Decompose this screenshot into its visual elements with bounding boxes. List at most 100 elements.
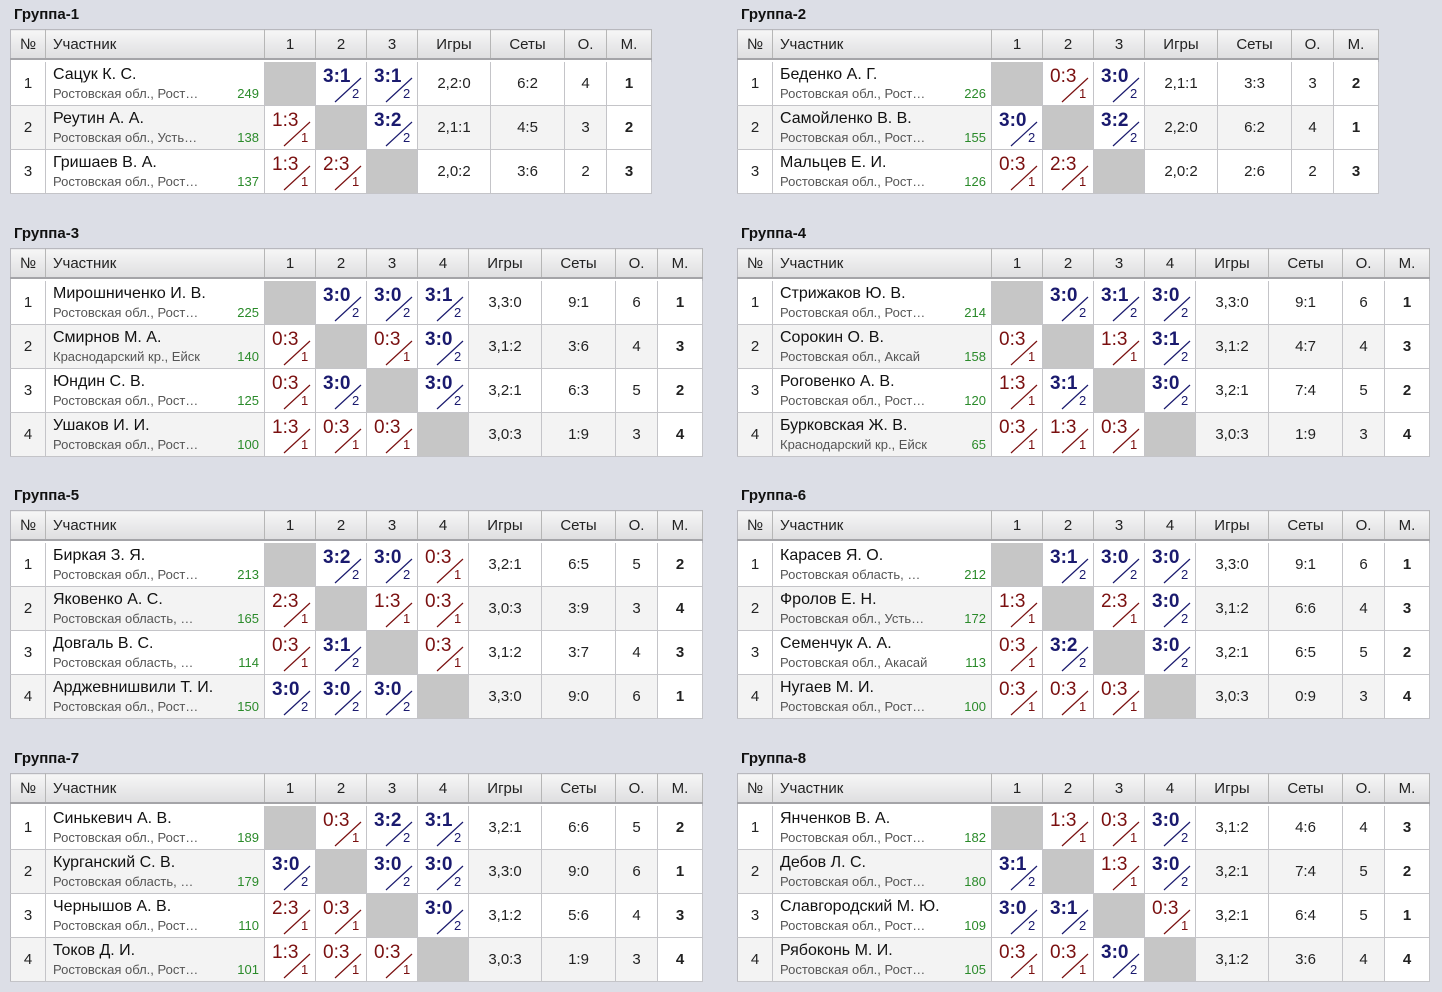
player-cell[interactable]: Нугаев М. И. Ростовская обл., Рост… 100 (772, 674, 992, 719)
header-games[interactable]: Игры (468, 773, 542, 804)
player-row[interactable]: 4 Рябоконь М. И. Ростовская обл., Рост… 105… (737, 937, 1430, 982)
match-result[interactable]: 0:3 1 (366, 324, 418, 369)
match-result[interactable]: 0:3 1 (1042, 62, 1094, 106)
player-cell[interactable]: Беденко А. Г. Ростовская обл., Рост… 226 (772, 62, 992, 106)
match-result[interactable]: 0:3 1 (991, 412, 1043, 457)
player-cell[interactable]: Славгородский М. Ю. Ростовская обл., Рост… (772, 893, 992, 938)
match-result[interactable]: 3:0 2 (1144, 586, 1196, 631)
header-games[interactable]: Игры (1195, 773, 1269, 804)
header-opponent-3[interactable]: 3 (366, 510, 418, 541)
header-opponent-2[interactable]: 2 (1042, 29, 1094, 60)
header-sets[interactable]: Сеты (1217, 29, 1292, 60)
match-result[interactable]: 3:0 2 (366, 543, 418, 587)
header-opponent-1[interactable]: 1 (264, 248, 316, 279)
player-cell[interactable]: Фролов Е. Н. Ростовская обл., Усть… 172 (772, 586, 992, 631)
match-result[interactable]: 3:1 2 (991, 849, 1043, 894)
match-result[interactable]: 0:3 1 (315, 937, 367, 982)
header-place[interactable]: М. (1384, 773, 1430, 804)
player-cell[interactable]: Синькевич А. В. Ростовская обл., Рост… 189 (45, 806, 265, 850)
match-result[interactable]: 1:3 1 (264, 412, 316, 457)
match-result[interactable]: 3:0 2 (1144, 368, 1196, 413)
player-cell[interactable]: Юндин С. В. Ростовская обл., Рост… 125 (45, 368, 265, 413)
match-result[interactable]: 3:1 2 (1042, 543, 1094, 587)
player-row[interactable]: 1 Беденко А. Г. Ростовская обл., Рост… 226 0… (737, 62, 1379, 106)
player-cell[interactable]: Яковенко А. С. Ростовская область, … 165 (45, 586, 265, 631)
match-result[interactable]: 3:0 2 (417, 368, 469, 413)
header-opponent-1[interactable]: 1 (264, 773, 316, 804)
header-num[interactable]: № (10, 29, 46, 60)
header-games[interactable]: Игры (417, 29, 491, 60)
player-cell[interactable]: Сацук К. С. Ростовская обл., Рост… 249 (45, 62, 265, 106)
header-points[interactable]: О. (1342, 248, 1385, 279)
header-points[interactable]: О. (615, 773, 658, 804)
match-result[interactable]: 3:0 2 (991, 105, 1043, 150)
header-num[interactable]: № (10, 773, 46, 804)
match-result[interactable]: 0:3 1 (264, 630, 316, 675)
header-num[interactable]: № (737, 773, 773, 804)
match-result[interactable]: 3:1 2 (1093, 281, 1145, 325)
match-result[interactable]: 1:3 1 (1042, 806, 1094, 850)
header-opponent-1[interactable]: 1 (991, 248, 1043, 279)
match-result[interactable]: 0:3 1 (1144, 893, 1196, 938)
match-result[interactable]: 3:0 2 (1144, 849, 1196, 894)
player-row[interactable]: 2 Фролов Е. Н. Ростовская обл., Усть… 172 1:… (737, 586, 1430, 631)
player-row[interactable]: 1 Синькевич А. В. Ростовская обл., Рост… 18… (10, 806, 703, 850)
player-cell[interactable]: Чернышов А. В. Ростовская обл., Рост… 110 (45, 893, 265, 938)
match-result[interactable]: 3:1 2 (1042, 368, 1094, 413)
header-games[interactable]: Игры (1144, 29, 1218, 60)
header-sets[interactable]: Сеты (1268, 510, 1343, 541)
header-place[interactable]: М. (1333, 29, 1379, 60)
match-result[interactable]: 3:0 2 (264, 849, 316, 894)
match-result[interactable]: 0:3 1 (366, 412, 418, 457)
header-points[interactable]: О. (1342, 773, 1385, 804)
header-participant[interactable]: Участник (772, 510, 992, 541)
header-participant[interactable]: Участник (45, 773, 265, 804)
player-row[interactable]: 2 Самойленко В. В. Ростовская обл., Рост… 1… (737, 105, 1379, 150)
header-opponent-3[interactable]: 3 (1093, 773, 1145, 804)
match-result[interactable]: 0:3 1 (417, 586, 469, 631)
match-result[interactable]: 0:3 1 (264, 324, 316, 369)
header-num[interactable]: № (10, 248, 46, 279)
header-opponent-1[interactable]: 1 (991, 29, 1043, 60)
match-result[interactable]: 0:3 1 (366, 937, 418, 982)
match-result[interactable]: 3:0 2 (1093, 543, 1145, 587)
player-row[interactable]: 2 Реутин А. А. Ростовская обл., Усть… 138 1:… (10, 105, 652, 150)
match-result[interactable]: 3:0 2 (417, 893, 469, 938)
header-num[interactable]: № (737, 29, 773, 60)
header-place[interactable]: М. (1384, 248, 1430, 279)
header-sets[interactable]: Сеты (1268, 248, 1343, 279)
header-opponent-2[interactable]: 2 (315, 29, 367, 60)
header-participant[interactable]: Участник (45, 510, 265, 541)
header-opponent-2[interactable]: 2 (315, 248, 367, 279)
match-result[interactable]: 1:3 1 (1093, 849, 1145, 894)
match-result[interactable]: 3:1 2 (366, 62, 418, 106)
match-result[interactable]: 1:3 1 (366, 586, 418, 631)
match-result[interactable]: 2:3 1 (315, 149, 367, 194)
match-result[interactable]: 2:3 1 (264, 586, 316, 631)
header-participant[interactable]: Участник (772, 29, 992, 60)
player-row[interactable]: 1 Мирошниченко И. В. Ростовская обл., Рост… (10, 281, 703, 325)
match-result[interactable]: 1:3 1 (991, 586, 1043, 631)
header-points[interactable]: О. (1291, 29, 1334, 60)
match-result[interactable]: 3:0 2 (1144, 281, 1196, 325)
match-result[interactable]: 0:3 1 (991, 324, 1043, 369)
match-result[interactable]: 1:3 1 (264, 105, 316, 150)
match-result[interactable]: 3:0 2 (1144, 630, 1196, 675)
player-row[interactable]: 3 Роговенко А. В. Ростовская обл., Рост… 12… (737, 368, 1430, 413)
match-result[interactable]: 0:3 1 (1042, 674, 1094, 719)
match-result[interactable]: 3:2 2 (1093, 105, 1145, 150)
match-result[interactable]: 0:3 1 (315, 412, 367, 457)
header-opponent-2[interactable]: 2 (315, 510, 367, 541)
header-points[interactable]: О. (564, 29, 607, 60)
match-result[interactable]: 3:0 2 (1093, 937, 1145, 982)
header-sets[interactable]: Сеты (541, 773, 616, 804)
player-cell[interactable]: Дебов Л. С. Ростовская обл., Рост… 180 (772, 849, 992, 894)
player-row[interactable]: 3 Юндин С. В. Ростовская обл., Рост… 125 0:3… (10, 368, 703, 413)
header-opponent-1[interactable]: 1 (991, 773, 1043, 804)
match-result[interactable]: 3:0 2 (366, 849, 418, 894)
player-cell[interactable]: Довгаль В. С. Ростовская область, … 114 (45, 630, 265, 675)
match-result[interactable]: 3:1 2 (1042, 893, 1094, 938)
header-opponent-4[interactable]: 4 (1144, 510, 1196, 541)
match-result[interactable]: 2:3 1 (264, 893, 316, 938)
match-result[interactable]: 1:3 1 (991, 368, 1043, 413)
